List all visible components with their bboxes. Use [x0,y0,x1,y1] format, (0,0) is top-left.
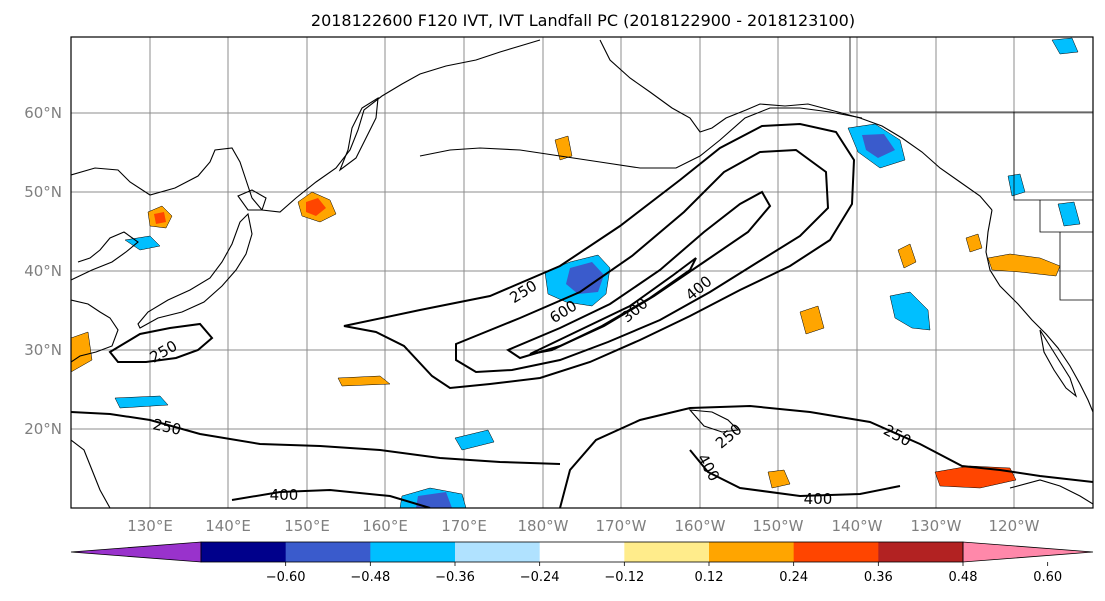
colorbar-tick-label: −0.48 [350,570,390,585]
coast-korea [71,231,139,281]
colorbar-tick-label: −0.12 [604,570,644,585]
coast-westcoast [985,209,1093,413]
map-title: 2018122600 F120 IVT, IVT Landfall PC (20… [311,11,855,30]
coast-japan [137,212,253,329]
lat-label: 50°N [24,183,62,201]
colorbar-segment [709,542,795,562]
patch-positive-west-edge [71,331,93,373]
contour-label: 400 [682,272,716,304]
lat-label: 40°N [24,262,62,280]
lat-label: 60°N [24,104,62,122]
patch-positive-ne [897,243,917,269]
patch-positive-westcoast [987,253,1061,277]
coast-mexico [1009,479,1093,505]
colorbar-tick-label: 0.48 [949,570,978,585]
patch-negative-nw [1057,201,1081,227]
coast-alaska [599,39,993,211]
longitude-labels: 130°E 140°E 150°E 160°E 170°E 180°W 170°… [127,517,1039,535]
contour-250-main [343,122,856,390]
lon-label: 150°E [284,517,330,535]
contour-label: 400 [693,451,723,485]
lon-label: 140°W [832,517,883,535]
contour-400-east [689,449,901,498]
colorbar-tick-label: 0.36 [864,570,893,585]
coast-hawaii [688,409,740,433]
contour-labels: 250 250 250 250 250 600 300 400 400 400 … [147,272,915,508]
patch-negative-central [544,254,611,307]
contour-400-south [231,488,431,508]
coast-kamchatka [338,96,379,172]
contour-label: 250 [151,415,183,439]
contour-800-main [529,257,697,355]
lon-label: 130°E [127,517,173,535]
lat-label: 30°N [24,341,62,359]
patch-negative-npac [889,291,931,331]
colorbar-tick-label: −0.60 [266,570,306,585]
colorbar: −0.60 −0.48 −0.36 −0.24 −0.12 0.12 0.24 0.36 0.4… [70,541,1094,585]
contour-label: 250 [880,421,914,450]
contour-label: 250 [712,420,746,452]
colorbar-segment [455,542,541,562]
coast-china [71,299,119,363]
patch-positive-bering [554,135,573,161]
lat-label: 20°N [24,420,62,438]
lon-label: 170°W [596,517,647,535]
contour-label: 250 [506,277,540,307]
colorbar-segment [201,542,287,562]
coastlines [71,39,1093,508]
patch-positive-east [799,305,825,335]
contour-250-east [559,404,1093,508]
lon-label: 130°W [911,517,962,535]
ivt-contours [71,122,1093,508]
colorbar-tick-label: −0.24 [520,570,560,585]
latitude-labels: 20°N 30°N 40°N 50°N 60°N [24,104,62,438]
patch-positive-korea [147,205,173,229]
patch-negative-w2 [454,429,495,451]
patch-positive-bc [965,233,983,253]
colorbar-extend-min [70,541,202,563]
coast-asia [71,39,541,213]
coast-aleutians [419,107,863,169]
coast-philippines [71,439,111,508]
colorbar-segment [878,542,964,562]
colorbar-tick-label: −0.36 [435,570,475,585]
lon-label: 150°W [753,517,804,535]
colorbar-segment [285,542,371,562]
patch-positive-hawaii [767,469,791,489]
patch-positive-mid [337,375,391,387]
colorbar-segment [370,542,456,562]
colorbar-tick-label: 0.24 [779,570,808,585]
coast-baja [1039,329,1078,398]
patch-negative-top [1051,37,1079,55]
colorbar-extend-max [962,541,1094,563]
colorbar-tick-label: 0.12 [695,570,724,585]
lon-label: 170°E [441,517,487,535]
patch-positive-baja [934,465,1017,489]
colorbar-segment [624,542,710,562]
contour-400-main [455,148,830,374]
map-border [70,36,1094,509]
coast-japan-north [237,189,267,211]
colorbar-outline [200,541,964,563]
colorbar-segment [539,542,625,562]
lon-label: 160°E [362,517,408,535]
colorbar-segment [793,542,879,562]
patch-negative-ca [1007,173,1026,197]
lon-label: 140°E [205,517,251,535]
map-area: 250 250 250 250 250 600 300 400 400 400 … [71,37,1093,508]
patch-positive-kamchatka [297,191,337,223]
patch-negative-w1 [114,395,169,409]
borders [849,37,1093,301]
contour-250-west [108,322,214,363]
patch-negative-south [399,487,467,508]
lon-label: 160°W [675,517,726,535]
colorbar-tick-label: 0.60 [1033,570,1062,585]
contour-250-south [71,411,561,465]
contour-label: 400 [270,486,299,504]
lon-label: 120°W [989,517,1040,535]
lon-label: 180°W [518,517,569,535]
contour-label: 400 [804,490,833,508]
